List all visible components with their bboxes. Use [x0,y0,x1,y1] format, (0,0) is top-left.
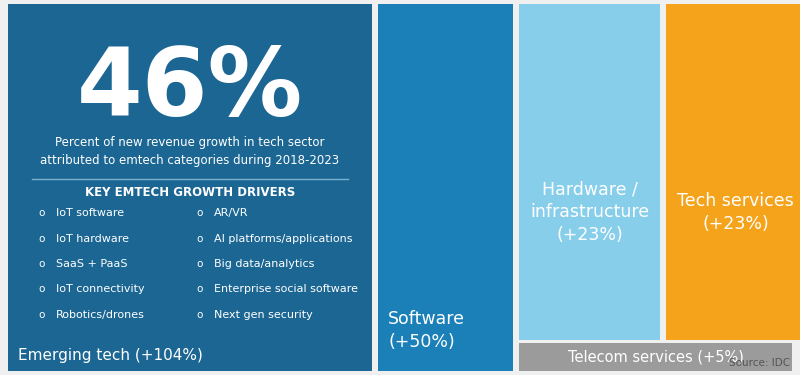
Text: o: o [196,310,202,320]
Text: AI platforms/applications: AI platforms/applications [214,234,352,243]
Text: Emerging tech (+104%): Emerging tech (+104%) [18,348,202,363]
Text: Enterprise social software: Enterprise social software [214,285,358,294]
Text: KEY EMTECH GROWTH DRIVERS: KEY EMTECH GROWTH DRIVERS [85,186,295,199]
Text: Tech services
(+23%): Tech services (+23%) [677,192,794,233]
Text: IoT software: IoT software [56,208,124,218]
Text: IoT connectivity: IoT connectivity [56,285,145,294]
Text: o: o [38,285,45,294]
Text: Next gen security: Next gen security [214,310,312,320]
Text: Robotics/drones: Robotics/drones [56,310,145,320]
Text: Software
(+50%): Software (+50%) [388,310,465,351]
Text: SaaS + PaaS: SaaS + PaaS [56,259,127,269]
Text: o: o [196,259,202,269]
FancyBboxPatch shape [666,4,800,340]
FancyBboxPatch shape [519,4,660,340]
Text: Big data/analytics: Big data/analytics [214,259,314,269]
Text: Hardware /
infrastructure
(+23%): Hardware / infrastructure (+23%) [530,180,649,244]
Text: o: o [38,208,45,218]
Text: Percent of new revenue growth in tech sector
attributed to emtech categories dur: Percent of new revenue growth in tech se… [41,136,339,167]
FancyBboxPatch shape [378,4,513,371]
Text: Source: IDC: Source: IDC [730,358,790,368]
Text: IoT hardware: IoT hardware [56,234,129,243]
Text: o: o [38,310,45,320]
FancyBboxPatch shape [519,343,792,371]
Text: 46%: 46% [77,44,303,136]
Text: o: o [38,259,45,269]
Text: o: o [38,234,45,243]
Text: o: o [196,285,202,294]
FancyBboxPatch shape [8,4,372,371]
Text: Telecom services (+5%): Telecom services (+5%) [568,350,743,364]
Text: o: o [196,208,202,218]
Text: AR/VR: AR/VR [214,208,248,218]
Text: o: o [196,234,202,243]
